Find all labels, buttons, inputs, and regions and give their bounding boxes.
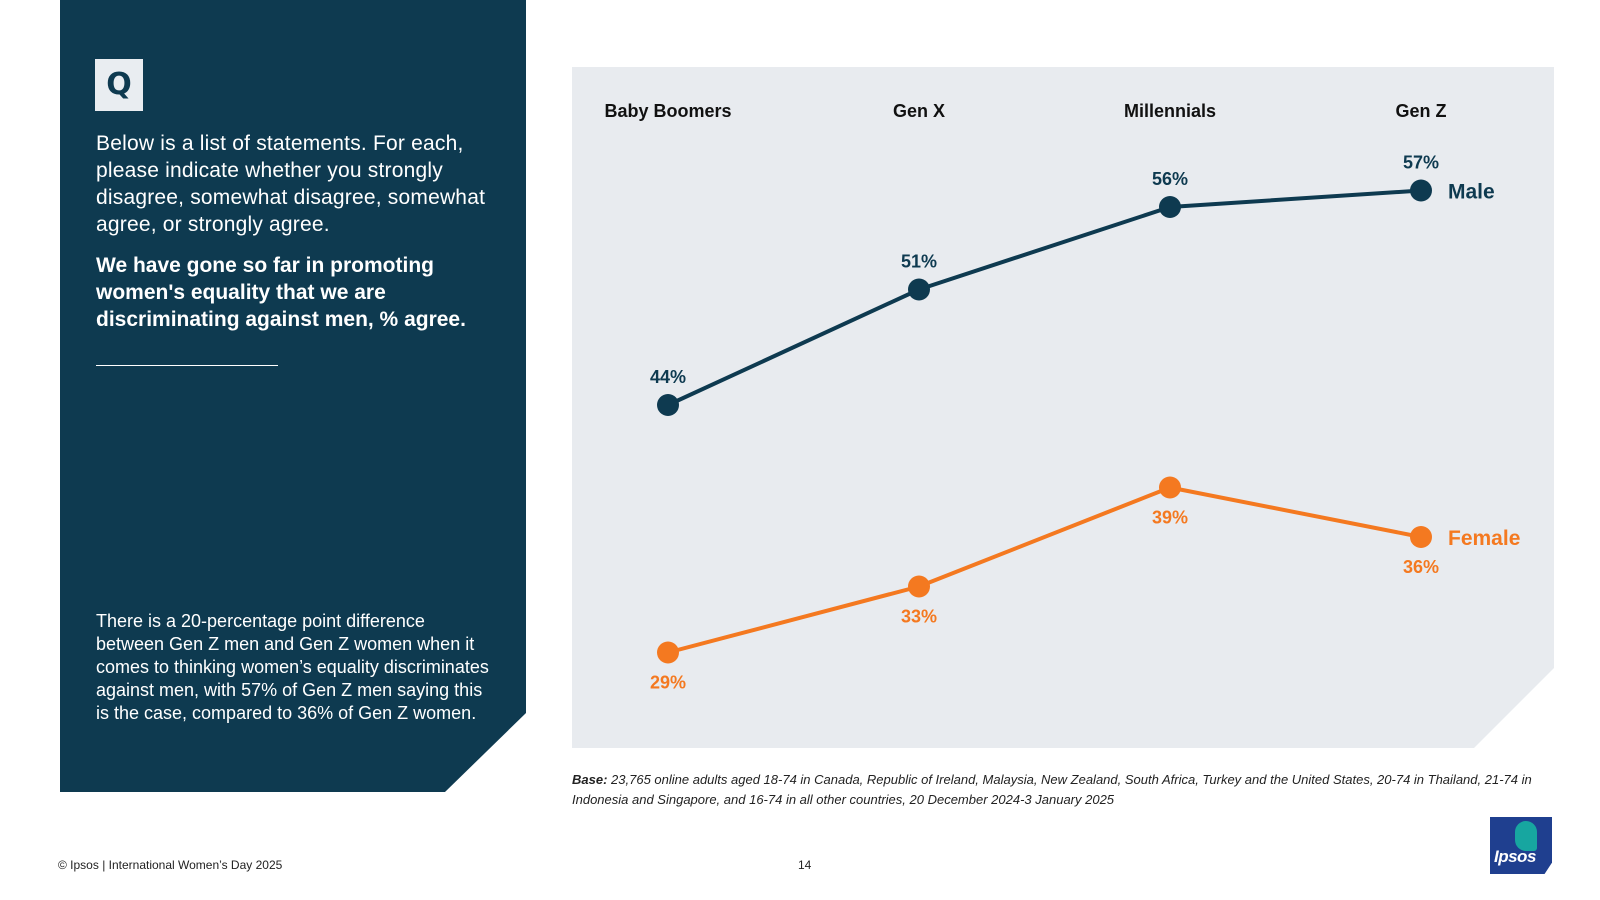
base-note: Base: 23,765 online adults aged 18-74 in…	[572, 770, 1562, 810]
male-value-label-2: 56%	[1152, 169, 1188, 189]
statement-text: We have gone so far in promoting women's…	[96, 254, 466, 331]
copyright-text: © Ipsos | International Women’s Day 2025	[58, 858, 283, 872]
line-chart: Baby Boomers Gen X Millennials Gen Z 44% 51% 5…	[604, 101, 1520, 693]
page-number: 14	[798, 858, 812, 872]
logo-mark-icon	[1515, 821, 1537, 851]
logo-text: Ipsos	[1494, 847, 1536, 866]
male-value-label-3: 57%	[1403, 153, 1439, 173]
female-value-label-1: 33%	[901, 607, 937, 627]
male-series-label: Male	[1448, 181, 1495, 204]
male-value-label-0: 44%	[650, 367, 686, 387]
question-text: Below is a list of statements. For each,…	[96, 132, 486, 236]
female-line	[667, 485, 1422, 655]
male-point-1	[908, 278, 930, 301]
female-value-label-3: 36%	[1403, 557, 1439, 577]
female-point-2	[1159, 476, 1181, 499]
category-label-1: Gen X	[893, 101, 945, 121]
female-value-label-0: 29%	[650, 673, 686, 693]
base-text: 23,765 online adults aged 18-74 in Canad…	[572, 772, 1532, 807]
male-point-3	[1410, 179, 1432, 202]
female-point-3	[1410, 526, 1432, 548]
female-series-label: Female	[1448, 527, 1520, 550]
male-point-0	[657, 394, 679, 416]
base-label: Base:	[572, 772, 608, 787]
category-label-2: Millennials	[1124, 101, 1216, 121]
category-label-3: Gen Z	[1395, 101, 1446, 121]
question-panel	[60, 0, 526, 792]
category-label-0: Baby Boomers	[604, 101, 731, 121]
question-badge: Q	[95, 59, 143, 111]
female-point-1	[908, 575, 930, 598]
divider-line	[96, 365, 278, 366]
male-line	[667, 188, 1422, 407]
insight-text: There is a 20-percentage point differenc…	[96, 611, 489, 723]
male-point-2	[1159, 196, 1181, 218]
chart-panel: Baby Boomers Gen X Millennials Gen Z 44% 51% 5…	[572, 67, 1554, 748]
female-value-label-2: 39%	[1152, 508, 1188, 528]
female-point-0	[657, 641, 679, 664]
male-value-label-1: 51%	[901, 252, 937, 272]
ipsos-logo: Ipsos	[1490, 817, 1552, 874]
